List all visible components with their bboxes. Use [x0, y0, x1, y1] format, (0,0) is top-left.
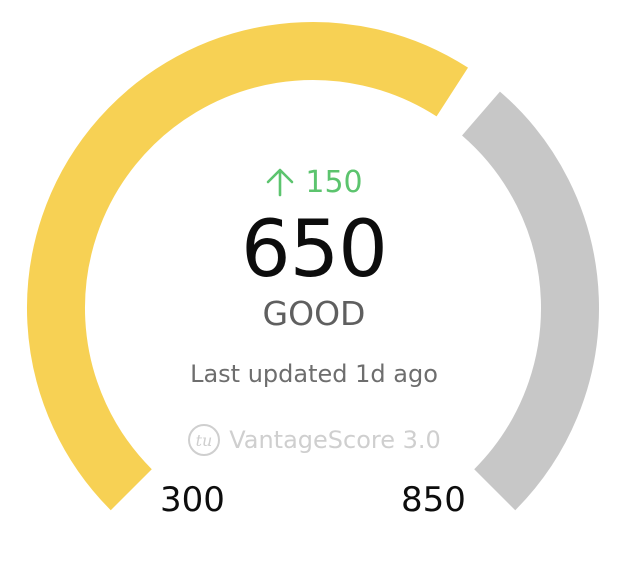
gauge-min-label: 300: [160, 480, 225, 520]
score-change-value: 150: [305, 164, 363, 200]
score-rating: GOOD: [262, 294, 366, 333]
score-model-brand: tu VantageScore 3.0: [0, 418, 628, 462]
svg-text:tu: tu: [196, 431, 213, 450]
gauge-remaining-arc: [461, 91, 599, 511]
tu-logo-icon: tu: [188, 424, 221, 456]
gauge-max-label: 850: [401, 480, 466, 520]
last-updated-text: Last updated 1d ago: [190, 360, 438, 388]
score-model-name: VantageScore 3.0: [229, 426, 441, 454]
score-change: 150: [0, 160, 628, 204]
gauge-filled-arc: [27, 21, 468, 511]
credit-score-value: 650: [241, 205, 388, 295]
arrow-up-icon: [267, 168, 294, 197]
